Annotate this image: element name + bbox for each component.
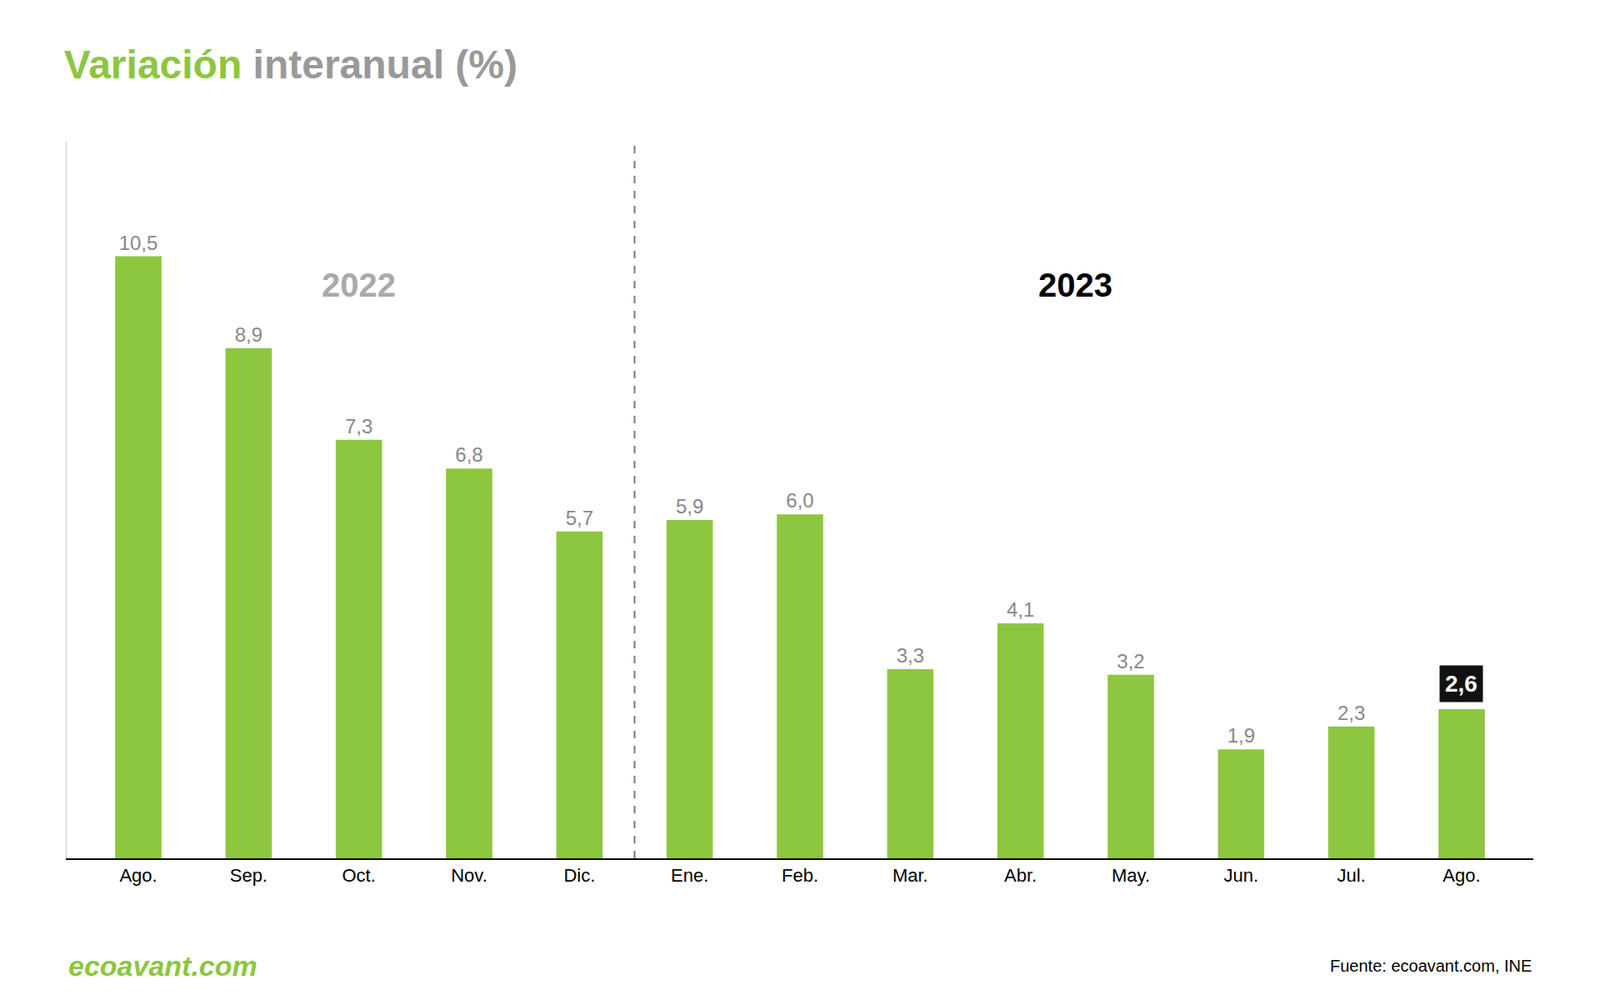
svg-text:Sep.: Sep.: [230, 865, 268, 886]
svg-text:Variación interanual (%): Variación interanual (%): [64, 42, 518, 87]
svg-text:Ago.: Ago.: [119, 865, 157, 886]
svg-text:Feb.: Feb.: [781, 865, 819, 886]
svg-text:Nov.: Nov.: [450, 865, 488, 886]
svg-text:2,6: 2,6: [1445, 670, 1478, 697]
svg-text:Ene.: Ene.: [670, 865, 709, 886]
svg-text:Mar.: Mar.: [892, 865, 929, 886]
svg-text:5,7: 5,7: [565, 506, 594, 530]
svg-text:1,9: 1,9: [1227, 724, 1255, 747]
svg-text:2023: 2023: [1038, 266, 1113, 304]
svg-text:7,3: 7,3: [345, 415, 373, 438]
svg-text:4,1: 4,1: [1006, 598, 1035, 621]
svg-text:Jun.: Jun.: [1224, 865, 1260, 886]
svg-text:2,3: 2,3: [1337, 701, 1365, 725]
svg-text:ecoavant.com: ecoavant.com: [68, 950, 258, 982]
svg-text:Oct.: Oct.: [342, 865, 376, 886]
svg-text:Dic.: Dic.: [563, 865, 595, 886]
svg-text:Fuente: ecoavant.com, INE: Fuente: ecoavant.com, INE: [1330, 956, 1532, 975]
svg-text:6,0: 6,0: [785, 489, 814, 512]
svg-text:10,5: 10,5: [119, 231, 159, 255]
svg-text:3,2: 3,2: [1116, 650, 1145, 673]
svg-text:8,9: 8,9: [235, 323, 263, 346]
svg-text:May.: May.: [1111, 865, 1150, 886]
svg-text:2022: 2022: [321, 266, 396, 304]
svg-text:6,8: 6,8: [455, 443, 483, 466]
svg-text:Jul.: Jul.: [1337, 865, 1366, 886]
svg-text:Abr.: Abr.: [1004, 865, 1037, 886]
svg-text:5,9: 5,9: [675, 495, 704, 518]
svg-text:Ago.: Ago.: [1442, 865, 1480, 886]
svg-text:3,3: 3,3: [896, 644, 925, 667]
